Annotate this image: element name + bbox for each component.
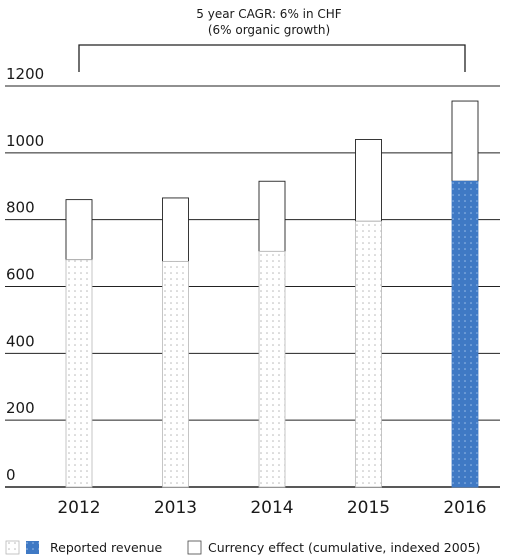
bars: 2012 2013 2014 2015 2016 bbox=[57, 100, 487, 518]
x-tick-label: 2012 bbox=[57, 498, 100, 518]
gridlines: 0 200 400 600 800 1000 1200 bbox=[5, 65, 500, 488]
y-tick-label: 1000 bbox=[6, 132, 44, 150]
bar-reported-revenue-2015 bbox=[355, 220, 382, 488]
legend: Reported revenue Currency effect (cumula… bbox=[5, 540, 480, 555]
bar-currency-effect-2013 bbox=[162, 197, 189, 262]
cagr-annotation-line1: 5 year CAGR: 6% in CHF bbox=[196, 7, 342, 21]
legend-label-currency: Currency effect (cumulative, indexed 200… bbox=[208, 540, 480, 555]
bar-currency-effect-2015 bbox=[355, 139, 382, 222]
bar-currency-effect-2016 bbox=[451, 100, 479, 182]
bar-reported-revenue-2014 bbox=[258, 251, 286, 488]
legend-label-reported: Reported revenue bbox=[50, 540, 163, 555]
x-tick-label: 2014 bbox=[250, 498, 293, 518]
legend-swatch-currency bbox=[187, 540, 202, 555]
y-tick-label: 0 bbox=[6, 466, 16, 484]
bar-reported-revenue-2016 bbox=[451, 180, 479, 488]
bar-currency-effect-2014 bbox=[258, 180, 286, 252]
y-tick-label: 1200 bbox=[6, 65, 44, 83]
y-tick-label: 600 bbox=[6, 266, 35, 284]
cagr-annotation-line2: (6% organic growth) bbox=[208, 23, 330, 37]
y-tick-label: 800 bbox=[6, 199, 35, 217]
legend-swatch-reported bbox=[5, 540, 20, 555]
bar-reported-revenue-2012 bbox=[65, 259, 93, 488]
y-tick-label: 200 bbox=[6, 399, 35, 417]
x-tick-label: 2013 bbox=[154, 498, 197, 518]
cagr-annotation: 5 year CAGR: 6% in CHF (6% organic growt… bbox=[78, 7, 466, 72]
bar-currency-effect-2012 bbox=[65, 199, 93, 261]
y-tick-label: 400 bbox=[6, 332, 35, 350]
x-tick-label: 2015 bbox=[347, 498, 390, 518]
bar-reported-revenue-2013 bbox=[162, 261, 189, 488]
cagr-bracket bbox=[78, 44, 466, 72]
legend-swatch-reported-highlight bbox=[26, 541, 39, 554]
x-tick-label: 2016 bbox=[443, 498, 486, 518]
